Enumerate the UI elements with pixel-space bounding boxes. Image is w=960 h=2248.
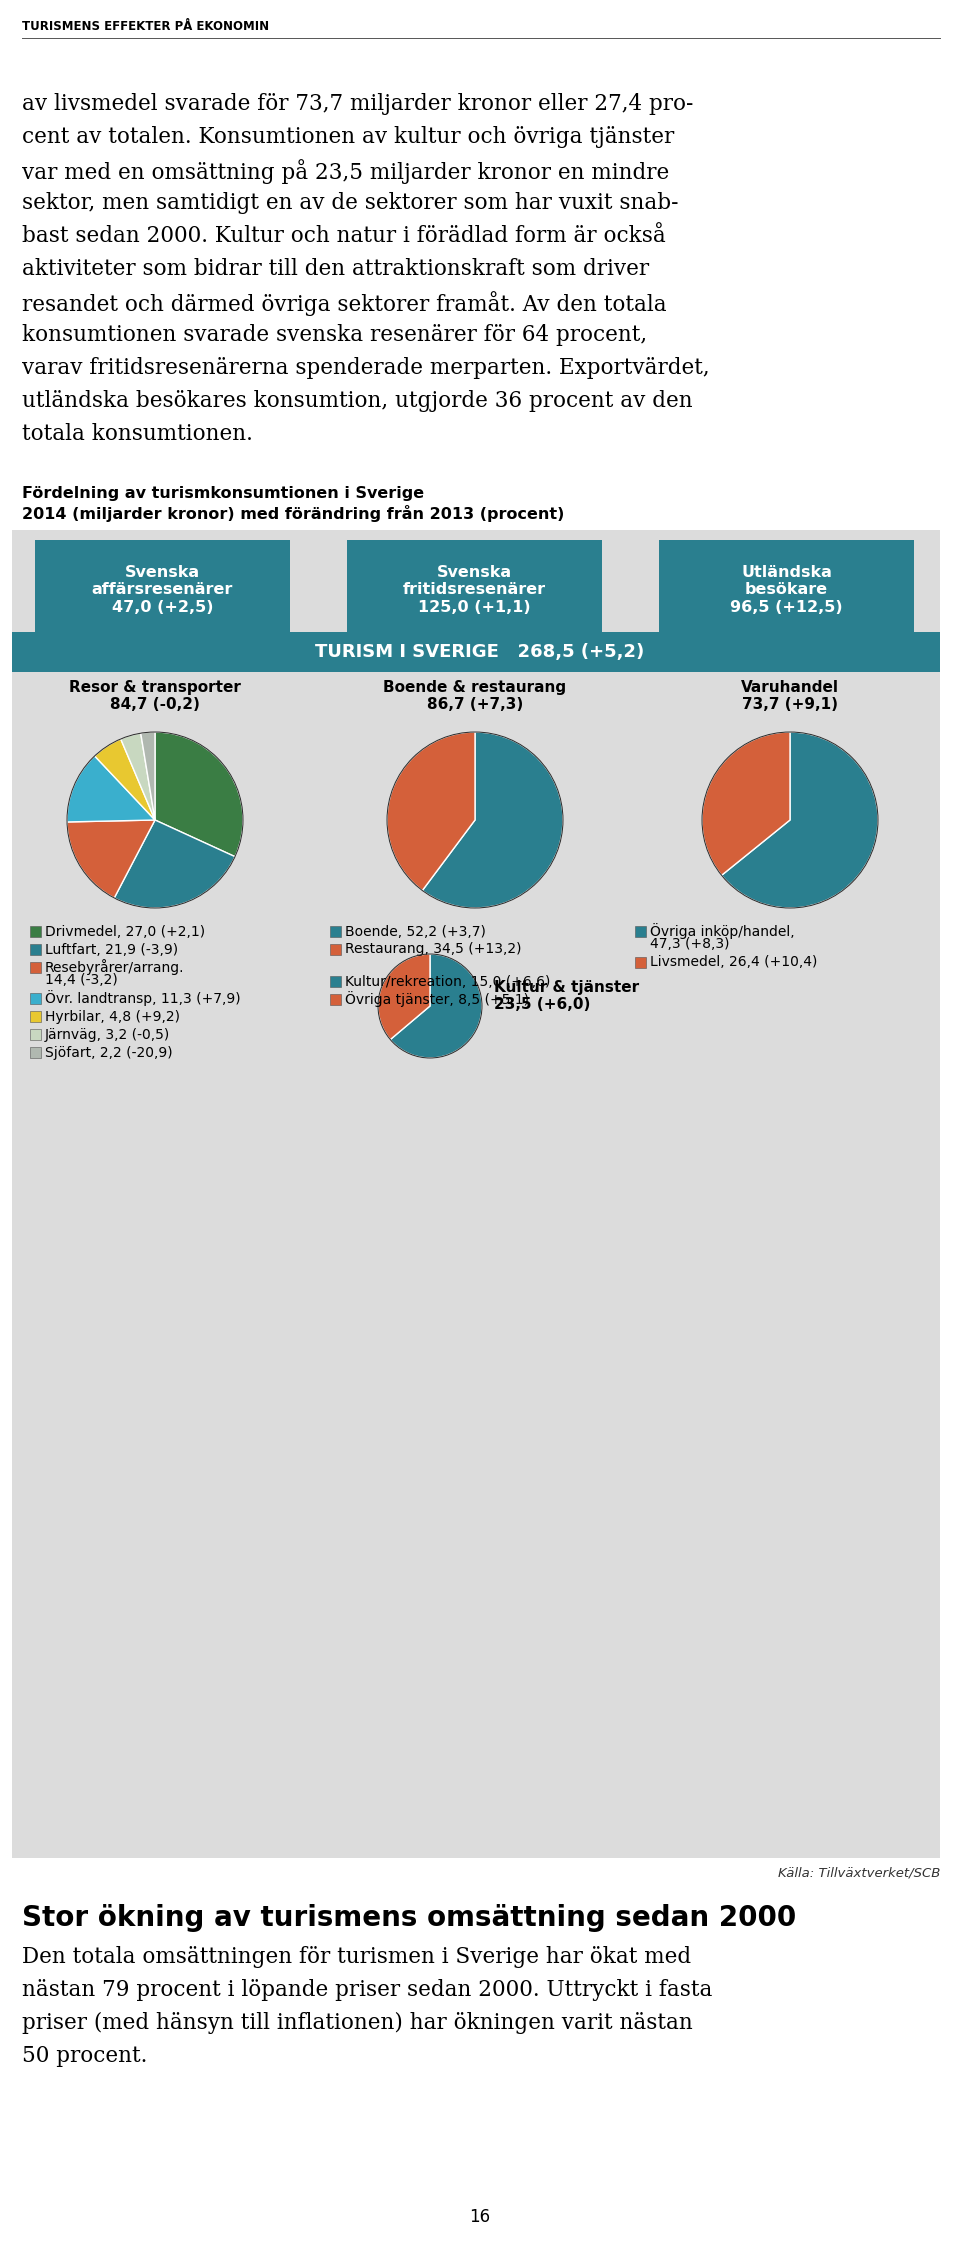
Text: 47,3 (+8,3): 47,3 (+8,3) [650,937,730,951]
Text: cent av totalen. Konsumtionen av kultur och övriga tjänster: cent av totalen. Konsumtionen av kultur … [22,126,674,148]
Bar [35,540,290,641]
Text: Kultur/rekreation, 15,0 (+6,6): Kultur/rekreation, 15,0 (+6,6) [345,973,550,989]
Text: 14,4 (-3,2): 14,4 (-3,2) [45,973,118,987]
Text: Järnväg, 3,2 (-0,5): Järnväg, 3,2 (-0,5) [45,1027,170,1041]
Bar [30,1048,41,1059]
Bar [30,962,41,973]
Text: Kultur & tjänster
23,5 (+6,0): Kultur & tjänster 23,5 (+6,0) [494,980,639,1012]
Bar [330,944,341,955]
Wedge shape [114,821,235,908]
Text: Drivmedel, 27,0 (+2,1): Drivmedel, 27,0 (+2,1) [45,924,205,937]
Text: konsumtionen svarade svenska resenärer för 64 procent,: konsumtionen svarade svenska resenärer f… [22,324,647,346]
Text: totala konsumtionen.: totala konsumtionen. [22,423,252,445]
Bar [347,540,602,641]
Text: TURISMENS EFFEKTER PÅ EKONOMIN: TURISMENS EFFEKTER PÅ EKONOMIN [22,20,269,34]
Text: Boende, 52,2 (+3,7): Boende, 52,2 (+3,7) [345,924,486,937]
Text: Stor ökning av turismens omsättning sedan 2000: Stor ökning av turismens omsättning seda… [22,1904,796,1931]
Wedge shape [422,733,563,908]
Text: Utländska
besökare
96,5 (+12,5): Utländska besökare 96,5 (+12,5) [731,564,843,616]
Text: Resebyrårer/arrang.: Resebyrårer/arrang. [45,960,184,976]
Text: utländska besökares konsumtion, utgjorde 36 procent av den: utländska besökares konsumtion, utgjorde… [22,389,692,411]
Bar [30,994,41,1005]
Text: Övriga inköp/handel,: Övriga inköp/handel, [650,924,795,940]
Text: Luftfart, 21,9 (-3,9): Luftfart, 21,9 (-3,9) [45,942,179,955]
Text: Resor & transporter
84,7 (-0,2): Resor & transporter 84,7 (-0,2) [69,679,241,713]
Wedge shape [95,740,155,821]
Wedge shape [155,733,243,856]
Bar [30,944,41,955]
Bar [12,531,940,1859]
Text: var med en omsättning på 23,5 miljarder kronor en mindre: var med en omsättning på 23,5 miljarder … [22,160,669,184]
Wedge shape [67,821,155,897]
Text: 2014 (miljarder kronor) med förändring från 2013 (procent): 2014 (miljarder kronor) med förändring f… [22,506,564,522]
Wedge shape [391,953,482,1059]
Text: aktiviteter som bidrar till den attraktionskraft som driver: aktiviteter som bidrar till den attrakti… [22,259,649,281]
Text: Svenska
affärsresenärer
47,0 (+2,5): Svenska affärsresenärer 47,0 (+2,5) [92,564,233,616]
Bar [330,994,341,1005]
Text: Övr. landtransp, 11,3 (+7,9): Övr. landtransp, 11,3 (+7,9) [45,991,241,1007]
Bar [330,976,341,987]
Wedge shape [141,733,155,821]
Text: Källa: Tillväxtverket/SCB: Källa: Tillväxtverket/SCB [778,1866,940,1879]
Bar [30,1030,41,1041]
Wedge shape [722,733,878,908]
Bar [330,926,341,937]
Text: Boende & restaurang
86,7 (+7,3): Boende & restaurang 86,7 (+7,3) [383,679,566,713]
Text: Restaurang, 34,5 (+13,2): Restaurang, 34,5 (+13,2) [345,942,521,955]
Bar [659,540,914,641]
Text: bast sedan 2000. Kultur och natur i förädlad form är också: bast sedan 2000. Kultur och natur i förä… [22,225,665,247]
Text: Svenska
fritidsresenärer
125,0 (+1,1): Svenska fritidsresenärer 125,0 (+1,1) [403,564,546,616]
Text: Varuhandel
73,7 (+9,1): Varuhandel 73,7 (+9,1) [741,679,839,713]
Text: Den totala omsättningen för turismen i Sverige har ökat med: Den totala omsättningen för turismen i S… [22,1947,691,1967]
Text: 50 procent.: 50 procent. [22,2046,148,2066]
Bar [30,1012,41,1023]
Text: Sjöfart, 2,2 (-20,9): Sjöfart, 2,2 (-20,9) [45,1045,173,1059]
Bar [30,926,41,937]
Text: Hyrbilar, 4,8 (+9,2): Hyrbilar, 4,8 (+9,2) [45,1009,180,1023]
Bar [635,958,646,969]
Text: varav fritidsresenärerna spenderade merparten. Exportvärdet,: varav fritidsresenärerna spenderade merp… [22,357,709,380]
Text: sektor, men samtidigt en av de sektorer som har vuxit snab-: sektor, men samtidigt en av de sektorer … [22,191,679,214]
Text: Fördelning av turismkonsumtionen i Sverige: Fördelning av turismkonsumtionen i Sveri… [22,486,424,501]
Text: nästan 79 procent i löpande priser sedan 2000. Uttryckt i fasta: nästan 79 procent i löpande priser sedan… [22,1978,712,2001]
Wedge shape [121,733,155,821]
Text: resandet och därmed övriga sektorer framåt. Av den totala: resandet och därmed övriga sektorer fram… [22,290,666,317]
Text: priser (med hänsyn till inflationen) har ökningen varit nästan: priser (med hänsyn till inflationen) har… [22,2012,693,2034]
Text: TURISM I SVERIGE   268,5 (+5,2): TURISM I SVERIGE 268,5 (+5,2) [316,643,644,661]
Wedge shape [387,733,475,890]
Bar [12,632,940,672]
Text: Övriga tjänster, 8,5 (+5,1): Övriga tjänster, 8,5 (+5,1) [345,991,529,1007]
Text: Livsmedel, 26,4 (+10,4): Livsmedel, 26,4 (+10,4) [650,955,817,969]
Text: av livsmedel svarade för 73,7 miljarder kronor eller 27,4 pro-: av livsmedel svarade för 73,7 miljarder … [22,92,693,115]
Text: 16: 16 [469,2208,491,2226]
Bar [635,926,646,937]
Wedge shape [378,953,430,1039]
Wedge shape [702,733,790,874]
Wedge shape [67,755,155,823]
